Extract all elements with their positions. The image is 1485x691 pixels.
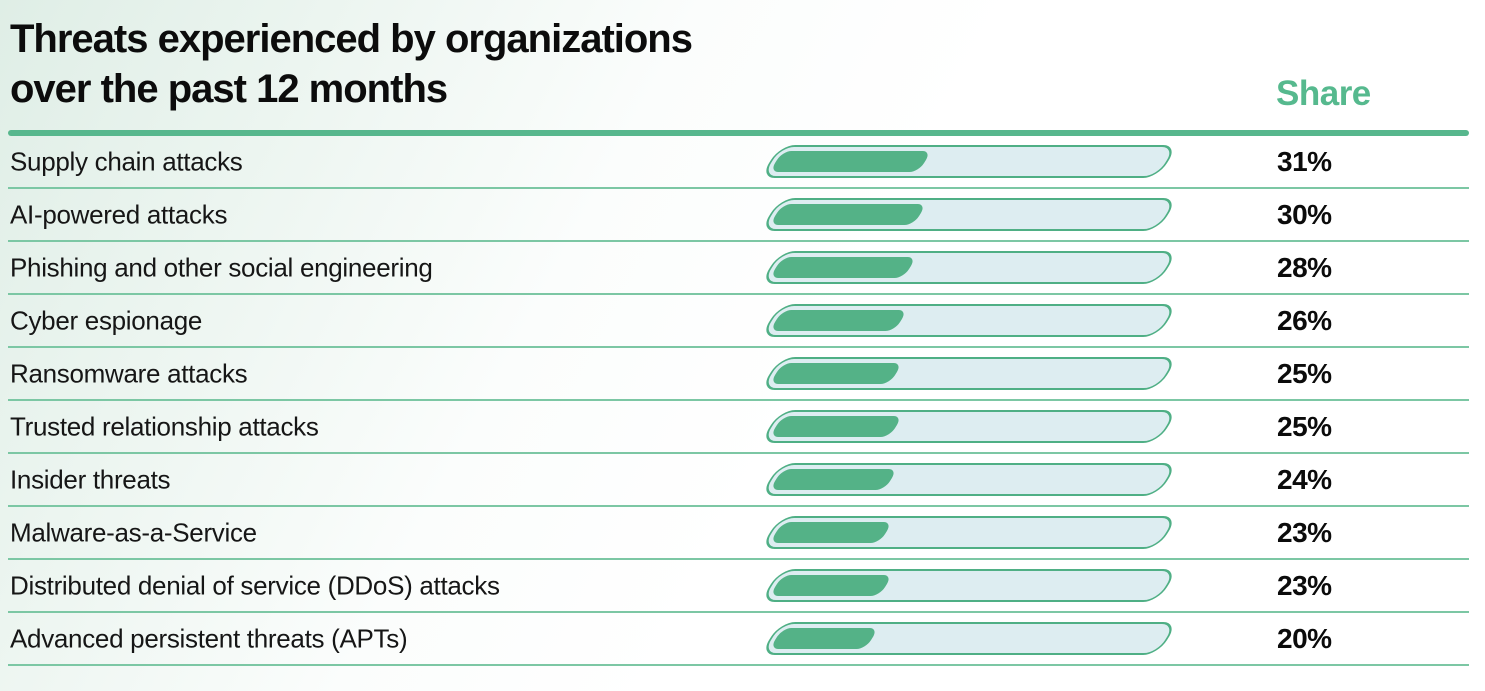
bar-fill (769, 469, 898, 490)
bar-track (759, 304, 1179, 337)
bar-fill (769, 575, 893, 596)
table-row: Ransomware attacks 25% (8, 348, 1469, 401)
bar-fill (769, 310, 908, 331)
table-row: AI-powered attacks 30% (8, 189, 1469, 242)
threat-label: Insider threats (10, 464, 171, 494)
bar-fill (769, 204, 927, 225)
bar-track (759, 145, 1179, 178)
bar-track (759, 622, 1179, 655)
share-value: 23% (1277, 516, 1332, 548)
threat-label: Malware-as-a-Service (10, 517, 257, 547)
share-value: 30% (1277, 198, 1332, 230)
bar-fill (769, 257, 917, 278)
bar-fill (769, 416, 903, 437)
bar-fill (769, 522, 893, 543)
table-row: Distributed denial of service (DDoS) att… (8, 560, 1469, 613)
header-divider (8, 130, 1469, 136)
threat-label: Ransomware attacks (10, 358, 248, 388)
threats-table: Supply chain attacks 31% AI-powered atta… (0, 136, 1485, 666)
share-value: 20% (1277, 622, 1332, 654)
page-title-line1: Threats experienced by organizations (10, 17, 693, 61)
threat-label: Advanced persistent threats (APTs) (10, 623, 408, 653)
table-row: Advanced persistent threats (APTs) 20% (8, 613, 1469, 666)
table-row: Malware-as-a-Service 23% (8, 507, 1469, 560)
share-value: 25% (1277, 410, 1332, 442)
page-title-line2: over the past 12 months (10, 67, 448, 111)
bar-track (759, 198, 1179, 231)
threat-label: Distributed denial of service (DDoS) att… (10, 570, 500, 600)
share-value: 26% (1277, 304, 1332, 336)
share-value: 23% (1277, 569, 1332, 601)
page-title: Threats experienced by organizations ove… (10, 14, 693, 114)
bar-fill (769, 628, 879, 649)
share-value: 25% (1277, 357, 1332, 389)
share-column-header: Share (1276, 74, 1371, 113)
share-value: 28% (1277, 251, 1332, 283)
threat-label: Cyber espionage (10, 305, 203, 335)
share-value: 24% (1277, 463, 1332, 495)
bar-track (759, 251, 1179, 284)
bar-track (759, 569, 1179, 602)
bar-track (759, 463, 1179, 496)
table-row: Insider threats 24% (8, 454, 1469, 507)
table-row: Trusted relationship attacks 25% (8, 401, 1469, 454)
bar-track (759, 357, 1179, 390)
bar-track (759, 516, 1179, 549)
threat-label: Trusted relationship attacks (10, 411, 319, 441)
table-row: Phishing and other social engineering 28… (8, 242, 1469, 295)
bar-fill (769, 363, 903, 384)
share-value: 31% (1277, 145, 1332, 177)
table-row: Cyber espionage 26% (8, 295, 1469, 348)
table-row: Supply chain attacks 31% (8, 136, 1469, 189)
threat-label: Phishing and other social engineering (10, 252, 433, 282)
threat-label: Supply chain attacks (10, 146, 243, 176)
bar-fill (769, 151, 932, 172)
bar-track (759, 410, 1179, 443)
threat-label: AI-powered attacks (10, 199, 228, 229)
